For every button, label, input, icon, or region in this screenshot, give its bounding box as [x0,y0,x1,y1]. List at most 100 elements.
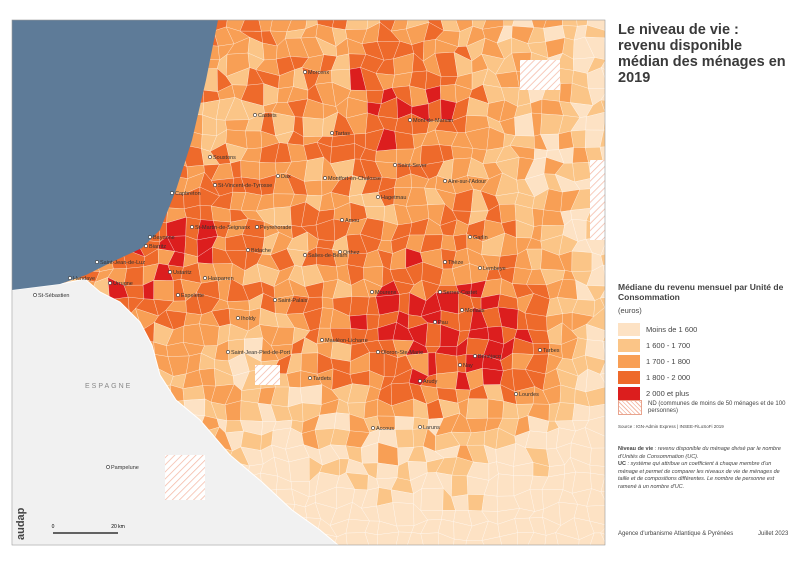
commune [106,551,128,566]
city-dot [408,118,412,122]
nd-area [165,455,205,500]
commune [257,562,271,566]
city-dot [538,348,542,352]
scale-start: 0 [52,524,55,530]
commune [600,93,605,101]
footer-agency: Agence d'urbanisme Atlantique & Pyrénées [618,531,734,537]
city-label: Biarritz [149,244,166,250]
city-label: Aire-sur-l'Adour [448,179,486,185]
cities: Morcenx Castets Tartas Mont-de-Marsan Sousto… [33,70,560,471]
city-label: Amou [345,218,359,224]
commune [467,494,485,512]
commune [362,547,378,566]
legend-swatch [618,339,640,352]
city-label: Dax [281,174,291,180]
spain [12,278,339,545]
legend-swatch [618,355,640,368]
commune [588,403,605,421]
commune [584,36,605,60]
legend-item: 2 000 et plus [618,387,689,400]
city-label: Peyrehorade [260,225,292,231]
commune [241,562,258,566]
commune [363,399,379,420]
commune [19,556,32,566]
commune [586,67,605,89]
city-dot [213,183,217,187]
commune [92,551,114,566]
city-dot [144,244,148,248]
nd-area [590,160,605,240]
city-dot [253,113,257,117]
city-dot [478,266,482,270]
commune [517,532,535,545]
city-label: Garlin [473,235,488,241]
commune [421,553,443,566]
city-dot [376,195,380,199]
commune [607,382,610,405]
commune [394,416,415,430]
city-dot [255,225,259,229]
city-label: Montfort-en-Chalosse [328,176,381,182]
city-label: Mourenx [375,290,397,296]
city-dot [106,465,110,469]
commune [316,552,336,566]
commune [585,99,605,118]
commune [334,412,350,432]
note-term: UC [618,461,626,467]
commune [584,427,605,449]
city-label: Thèze [448,260,463,266]
commune [307,549,317,566]
commune [589,550,610,566]
city-label: Lourdes [519,392,539,398]
commune [331,548,350,566]
commune [562,20,578,27]
city-label: Urrugne [113,281,133,287]
note: Niveau de vie : revenu disponible du mén… [618,446,790,461]
city-dot [33,293,37,297]
city-label: Bayonne [153,235,175,241]
city-label: Arudy [423,379,438,385]
city-dot [370,290,374,294]
commune [544,532,559,545]
commune [376,462,399,480]
commune [299,384,323,405]
commune [482,368,504,385]
city-dot [443,260,447,264]
commune [377,531,400,545]
commune [600,528,605,535]
city-dot [460,308,464,312]
nd-area [520,60,560,90]
commune [437,532,455,545]
commune [481,553,504,566]
commune [586,264,605,287]
city-dot [273,298,277,302]
city-label: Bénéjacq [478,354,501,360]
legend-item: 1 800 - 2 000 [618,371,690,384]
commune [451,145,474,160]
city-dot [203,276,207,280]
commune [420,487,444,511]
commune [578,532,595,545]
commune [271,547,294,563]
city-label: Lembeye [483,266,506,272]
legend-swatch [618,371,640,384]
legend-label: 1 700 - 1 800 [646,357,691,366]
city-dot [433,320,437,324]
commune [600,532,605,543]
commune [465,553,488,566]
city-label: Salies-de-Béarn [308,253,347,259]
commune [466,398,489,420]
city-label: Saint-Sever [398,163,427,169]
commune [153,550,171,566]
city-dot [323,176,327,180]
commune [605,433,610,450]
city-dot [170,191,174,195]
city-label: Tardets [313,376,331,382]
city-dot [148,235,152,239]
commune [420,532,439,545]
commune [590,532,605,545]
logo: audap [15,507,27,540]
legend-unit: (euros) [618,306,642,315]
